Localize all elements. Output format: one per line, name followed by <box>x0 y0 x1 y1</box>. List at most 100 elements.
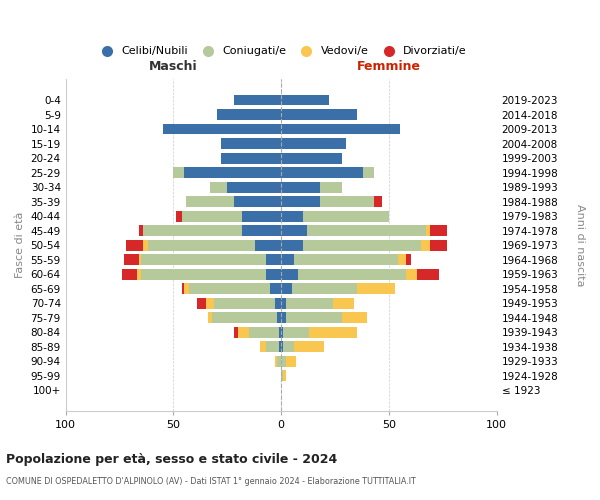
Bar <box>234 94 281 106</box>
Bar <box>286 298 333 309</box>
Bar <box>221 152 281 164</box>
Bar <box>320 182 341 192</box>
Bar <box>249 327 279 338</box>
Bar <box>221 138 281 149</box>
Bar <box>279 327 281 338</box>
Bar <box>363 167 374 178</box>
Bar <box>425 226 430 236</box>
Bar <box>139 226 143 236</box>
Bar <box>292 284 356 294</box>
Bar <box>271 284 281 294</box>
Bar <box>281 124 400 134</box>
Bar <box>430 226 447 236</box>
Bar <box>421 240 430 250</box>
Bar <box>227 182 281 192</box>
Bar <box>242 226 281 236</box>
Bar <box>182 210 242 222</box>
Bar <box>187 196 234 207</box>
Bar <box>281 342 283 352</box>
Bar <box>294 342 325 352</box>
Bar <box>281 254 294 265</box>
Bar <box>430 240 447 250</box>
Bar <box>281 167 363 178</box>
Bar <box>184 284 188 294</box>
Text: Maschi: Maschi <box>149 60 198 73</box>
Bar <box>303 240 421 250</box>
Bar <box>298 269 406 280</box>
Bar <box>143 240 148 250</box>
Bar <box>188 284 271 294</box>
Bar <box>217 109 281 120</box>
Bar <box>281 182 320 192</box>
Bar <box>234 327 238 338</box>
Bar <box>137 269 141 280</box>
Bar <box>122 269 137 280</box>
Bar <box>277 356 281 367</box>
Bar <box>256 240 281 250</box>
Bar <box>320 196 374 207</box>
Bar <box>281 284 292 294</box>
Bar <box>281 370 283 382</box>
Bar <box>281 109 356 120</box>
Bar <box>260 342 266 352</box>
Bar <box>281 298 286 309</box>
Bar <box>286 312 341 324</box>
Bar <box>283 327 309 338</box>
Bar <box>281 240 303 250</box>
Text: COMUNE DI OSPEDALETTO D'ALPINOLO (AV) - Dati ISTAT 1° gennaio 2024 - Elaborazion: COMUNE DI OSPEDALETTO D'ALPINOLO (AV) - … <box>6 478 416 486</box>
Bar <box>176 210 182 222</box>
Bar <box>356 284 395 294</box>
Bar <box>283 342 294 352</box>
Bar <box>275 356 277 367</box>
Bar <box>398 254 406 265</box>
Bar <box>406 254 410 265</box>
Bar <box>238 327 249 338</box>
Bar <box>307 226 425 236</box>
Bar <box>281 94 329 106</box>
Bar <box>148 240 256 250</box>
Bar <box>214 298 275 309</box>
Bar <box>279 342 281 352</box>
Bar <box>281 269 298 280</box>
Legend: Celibi/Nubili, Coniugati/e, Vedovi/e, Divorziati/e: Celibi/Nubili, Coniugati/e, Vedovi/e, Di… <box>91 42 471 61</box>
Bar <box>281 152 341 164</box>
Bar <box>143 226 242 236</box>
Bar <box>234 196 281 207</box>
Bar <box>173 167 184 178</box>
Bar <box>124 254 139 265</box>
Bar <box>126 240 143 250</box>
Bar <box>286 356 296 367</box>
Bar <box>283 370 286 382</box>
Bar <box>182 284 184 294</box>
Text: Femmine: Femmine <box>357 60 421 73</box>
Bar <box>406 269 417 280</box>
Bar <box>275 298 281 309</box>
Bar <box>208 312 212 324</box>
Bar <box>294 254 398 265</box>
Bar <box>374 196 382 207</box>
Bar <box>281 327 283 338</box>
Bar <box>163 124 281 134</box>
Bar <box>266 269 281 280</box>
Bar <box>341 312 367 324</box>
Bar <box>281 210 303 222</box>
Y-axis label: Fasce di età: Fasce di età <box>15 212 25 278</box>
Bar <box>141 254 266 265</box>
Bar <box>266 342 279 352</box>
Bar <box>309 327 356 338</box>
Bar <box>242 210 281 222</box>
Bar <box>212 312 277 324</box>
Bar <box>333 298 355 309</box>
Bar <box>417 269 439 280</box>
Bar <box>303 210 389 222</box>
Bar <box>266 254 281 265</box>
Bar <box>206 298 214 309</box>
Y-axis label: Anni di nascita: Anni di nascita <box>575 204 585 286</box>
Bar <box>281 356 286 367</box>
Bar <box>197 298 206 309</box>
Bar <box>281 226 307 236</box>
Bar <box>281 196 320 207</box>
Bar <box>139 254 141 265</box>
Text: Popolazione per età, sesso e stato civile - 2024: Popolazione per età, sesso e stato civil… <box>6 452 337 466</box>
Bar <box>277 312 281 324</box>
